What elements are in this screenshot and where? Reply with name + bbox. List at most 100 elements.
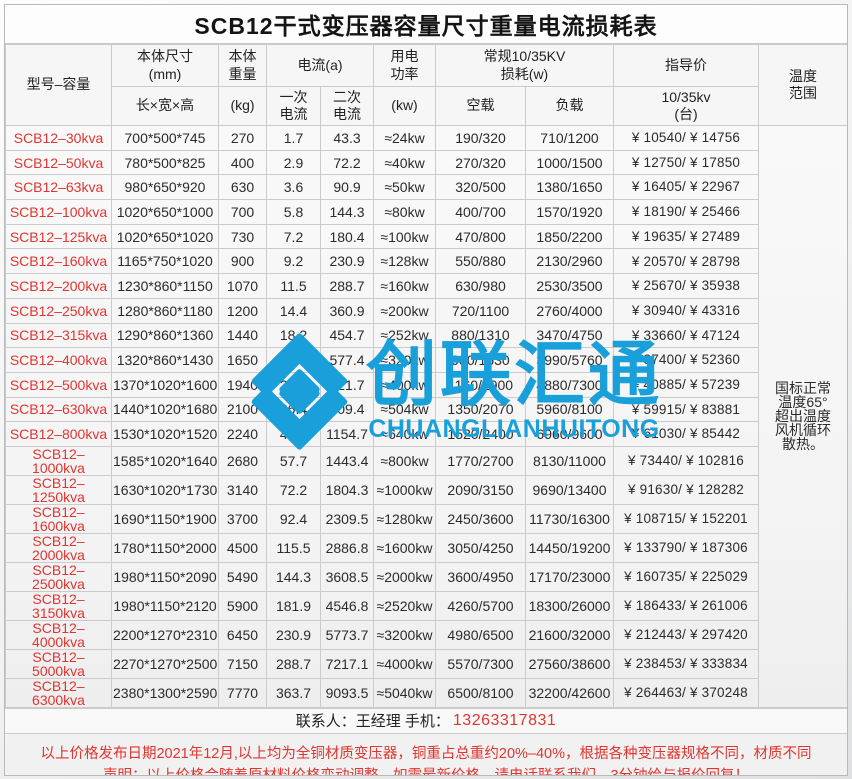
cell-size: 1980*1150*2120 — [111, 590, 219, 621]
cell-primary-current: 72.2 — [266, 474, 321, 505]
cell-secondary-current: 43.3 — [320, 125, 374, 151]
cell-secondary-current: 360.9 — [320, 297, 374, 324]
cell-primary-current: 28.9 — [266, 371, 321, 398]
cell-price: ¥ 61030/ ¥ 85442 — [613, 421, 759, 447]
cell-secondary-current: 454.7 — [320, 322, 374, 349]
cell-load-loss: 5960/8100 — [525, 396, 614, 423]
cell-load-loss: 710/1200 — [525, 125, 614, 151]
cell-noload-loss: 980/1530 — [435, 347, 526, 373]
cell-secondary-current: 9093.5 — [320, 677, 374, 708]
cell-power: ≈640kw — [373, 421, 436, 447]
cell-primary-current: 57.7 — [266, 445, 321, 476]
cell-temperature-note: 国标正常 温度65° 超出温度 风机循环 散热。 — [758, 125, 847, 708]
table-row: SCB12–63kva 980*650*920 630 3.6 90.9 ≈50kw 320… — [5, 174, 848, 201]
cell-load-loss: 1570/1920 — [525, 199, 614, 225]
cell-secondary-current: 288.7 — [320, 273, 374, 299]
cell-noload-loss: 1350/2070 — [435, 396, 526, 423]
table-row: SCB12–1250kva 1630*1020*1730 3140 72.2 1804.… — [5, 474, 848, 505]
cell-noload-loss: 6500/8100 — [435, 677, 526, 708]
cell-size: 1020*650*1020 — [111, 223, 219, 250]
table-row: SCB12–100kva 1020*650*1000 700 5.8 144.3 ≈80k… — [5, 199, 848, 225]
cell-weight: 730 — [218, 223, 267, 250]
cell-primary-current: 1.7 — [266, 125, 321, 151]
cell-weight: 1650 — [218, 347, 267, 373]
table-row: SCB12–5000kva 2270*1270*2500 7150 288.7 7217… — [5, 648, 848, 679]
col-subheader-load: 负载 — [525, 86, 614, 126]
cell-price: ¥ 212443/ ¥ 297420 — [613, 619, 759, 650]
cell-model: SCB12–30kva — [5, 125, 112, 151]
table-row: SCB12–2500kva 1980*1150*2090 5490 144.3 3608… — [5, 561, 848, 592]
cell-model: SCB12–500kva — [5, 371, 112, 398]
cell-primary-current: 181.9 — [266, 590, 321, 621]
cell-power: ≈800kw — [373, 445, 436, 476]
cell-load-loss: 17170/23000 — [525, 561, 614, 592]
cell-secondary-current: 1443.4 — [320, 445, 374, 476]
cell-weight: 400 — [218, 149, 267, 176]
cell-secondary-current: 2886.8 — [320, 532, 374, 563]
cell-load-loss: 9690/13400 — [525, 474, 614, 505]
cell-price: ¥ 91630/ ¥ 128282 — [613, 474, 759, 505]
cell-load-loss: 3470/4750 — [525, 322, 614, 349]
cell-secondary-current: 144.3 — [320, 199, 374, 225]
cell-model: SCB12–125kva — [5, 223, 112, 250]
col-subheader-primary-current: 一次 电流 — [266, 86, 321, 126]
transformer-spec-table: 型号–容量 本体尺寸 (mm) 本体 重量 电流(a) 用电 功率 常规10/3… — [5, 44, 848, 708]
cell-power: ≈50kw — [373, 174, 436, 201]
cell-power: ≈2000kw — [373, 561, 436, 592]
cell-price: ¥ 108715/ ¥ 152201 — [613, 503, 759, 534]
cell-primary-current: 115.5 — [266, 532, 321, 563]
cell-primary-current: 5.8 — [266, 199, 321, 225]
cell-primary-current: 11.5 — [266, 273, 321, 299]
cell-noload-loss: 2090/3150 — [435, 474, 526, 505]
cell-model: SCB12–3150kva — [5, 590, 112, 621]
table-row: SCB12–500kva 1370*1020*1600 1940 28.9 721.7 ≈… — [5, 371, 848, 398]
cell-weight: 5900 — [218, 590, 267, 621]
cell-model: SCB12–315kva — [5, 322, 112, 349]
cell-weight: 900 — [218, 248, 267, 275]
table-row: SCB12–3150kva 1980*1150*2120 5900 181.9 4546… — [5, 590, 848, 621]
cell-noload-loss: 880/1310 — [435, 322, 526, 349]
cell-noload-loss: 720/1100 — [435, 297, 526, 324]
cell-size: 2270*1270*2500 — [111, 648, 219, 679]
cell-model: SCB12–50kva — [5, 149, 112, 176]
cell-secondary-current: 7217.1 — [320, 648, 374, 679]
cell-model: SCB12–2500kva — [5, 561, 112, 592]
col-subheader-noload: 空载 — [435, 86, 526, 126]
cell-power: ≈1600kw — [373, 532, 436, 563]
col-subheader-secondary-current: 二次 电流 — [320, 86, 374, 126]
cell-model: SCB12–63kva — [5, 174, 112, 201]
cell-power: ≈5040kw — [373, 677, 436, 708]
col-header-price: 指导价 — [613, 44, 759, 87]
cell-power: ≈320kw — [373, 347, 436, 373]
cell-noload-loss: 5570/7300 — [435, 648, 526, 679]
cell-size: 980*650*920 — [111, 174, 219, 201]
cell-load-loss: 18300/26000 — [525, 590, 614, 621]
cell-load-loss: 2760/4000 — [525, 297, 614, 324]
cell-price: ¥ 160735/ ¥ 225029 — [613, 561, 759, 592]
cell-secondary-current: 1804.3 — [320, 474, 374, 505]
cell-noload-loss: 2450/3600 — [435, 503, 526, 534]
cell-power: ≈1000kw — [373, 474, 436, 505]
col-header-current-group: 电流(a) — [266, 44, 374, 87]
cell-size: 1320*860*1430 — [111, 347, 219, 373]
cell-weight: 3700 — [218, 503, 267, 534]
cell-model: SCB12–160kva — [5, 248, 112, 275]
cell-size: 700*500*745 — [111, 125, 219, 151]
cell-primary-current: 3.6 — [266, 174, 321, 201]
cell-size: 780*500*825 — [111, 149, 219, 176]
cell-price: ¥ 33660/ ¥ 47124 — [613, 322, 759, 349]
cell-load-loss: 11730/16300 — [525, 503, 614, 534]
page-title: SCB12干式变压器容量尺寸重量电流损耗表 — [5, 5, 847, 44]
cell-noload-loss: 400/700 — [435, 199, 526, 225]
cell-primary-current: 23.1 — [266, 347, 321, 373]
cell-price: ¥ 19635/ ¥ 27489 — [613, 223, 759, 250]
cell-weight: 1200 — [218, 297, 267, 324]
cell-weight: 2680 — [218, 445, 267, 476]
cell-load-loss: 2130/2960 — [525, 248, 614, 275]
cell-noload-loss: 1770/2700 — [435, 445, 526, 476]
cell-model: SCB12–100kva — [5, 199, 112, 225]
cell-model: SCB12–6300kva — [5, 677, 112, 708]
cell-size: 1585*1020*1640 — [111, 445, 219, 476]
cell-weight: 1070 — [218, 273, 267, 299]
cell-power: ≈40kw — [373, 149, 436, 176]
